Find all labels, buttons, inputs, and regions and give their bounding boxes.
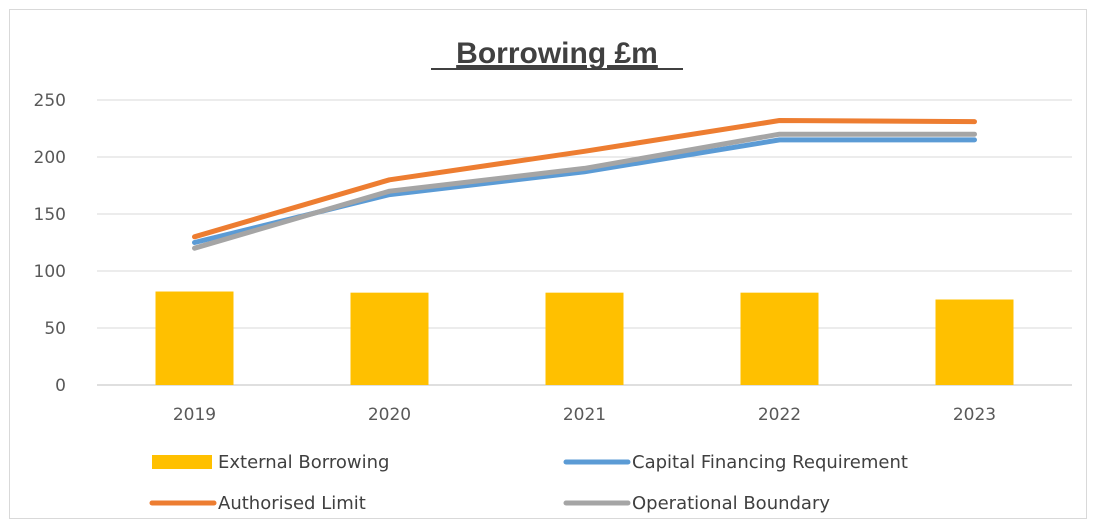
bar-external-borrowing xyxy=(935,299,1014,385)
y-tick-label: 50 xyxy=(44,319,66,339)
y-tick-label: 150 xyxy=(34,205,66,225)
y-tick-label: 0 xyxy=(55,376,66,396)
legend: External Borrowing Capital Financing Requ… xyxy=(149,452,908,514)
legend-label-operational-boundary: Operational Boundary xyxy=(632,493,830,514)
x-tick-label: 2020 xyxy=(368,405,411,425)
line-operational-boundary xyxy=(192,131,977,251)
line-authorised-limit xyxy=(192,118,977,240)
bar-external-borrowing xyxy=(545,292,624,385)
y-tick-label: 100 xyxy=(34,262,66,282)
legend-label-capital-financing-requirement: Capital Financing Requirement xyxy=(632,452,908,473)
legend-label-external-borrowing: External Borrowing xyxy=(218,452,389,473)
x-axis-ticks: 2019 2020 2021 2022 2023 xyxy=(173,405,996,425)
x-tick-label: 2019 xyxy=(173,405,216,425)
bar-series xyxy=(155,291,1014,385)
legend-label-authorised-limit: Authorised Limit xyxy=(218,493,366,514)
bar-external-borrowing xyxy=(155,291,234,385)
y-axis-ticks: 0 50 100 150 200 250 xyxy=(34,91,66,396)
line-series xyxy=(192,118,977,251)
chart-frame xyxy=(9,9,1087,519)
x-tick-label: 2022 xyxy=(758,405,801,425)
bar-external-borrowing xyxy=(350,292,429,385)
line-capital-financing-requirement xyxy=(192,137,977,245)
x-tick-label: 2021 xyxy=(563,405,606,425)
y-tick-label: 250 xyxy=(34,91,66,111)
bar-external-borrowing xyxy=(740,292,819,385)
chart-title: Borrowing £m xyxy=(456,37,658,70)
y-tick-label: 200 xyxy=(34,148,66,168)
x-tick-label: 2023 xyxy=(953,405,996,425)
gridlines xyxy=(97,99,1072,386)
legend-swatch-external-borrowing xyxy=(152,455,212,469)
